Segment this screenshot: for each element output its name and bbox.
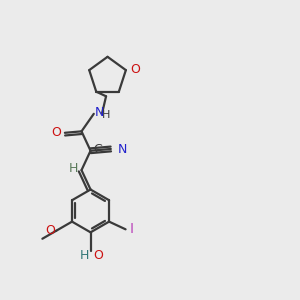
Text: N: N: [117, 143, 127, 156]
Text: H: H: [80, 249, 89, 262]
Text: O: O: [93, 249, 103, 262]
Text: O: O: [46, 224, 56, 237]
Text: I: I: [129, 222, 133, 236]
Text: C: C: [93, 143, 102, 156]
Text: N: N: [95, 106, 104, 119]
Text: H: H: [102, 110, 110, 120]
Text: H: H: [68, 162, 78, 175]
Text: O: O: [51, 126, 61, 139]
Text: O: O: [130, 63, 140, 76]
